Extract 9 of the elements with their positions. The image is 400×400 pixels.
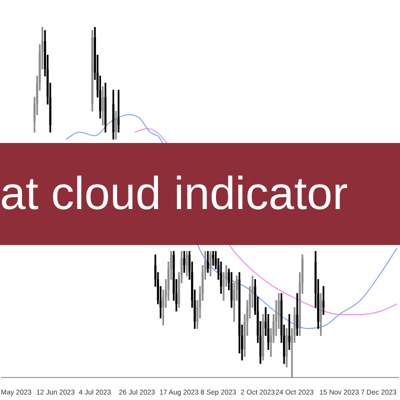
candlestick bbox=[102, 86, 104, 126]
candlestick bbox=[296, 293, 298, 336]
candlestick bbox=[118, 90, 120, 133]
candlestick bbox=[91, 30, 94, 112]
candlestick bbox=[288, 314, 290, 350]
candlestick bbox=[183, 251, 186, 273]
candlestick bbox=[322, 286, 325, 315]
annotation: at cloud indicator bbox=[0, 166, 349, 221]
candlestick bbox=[286, 328, 288, 368]
